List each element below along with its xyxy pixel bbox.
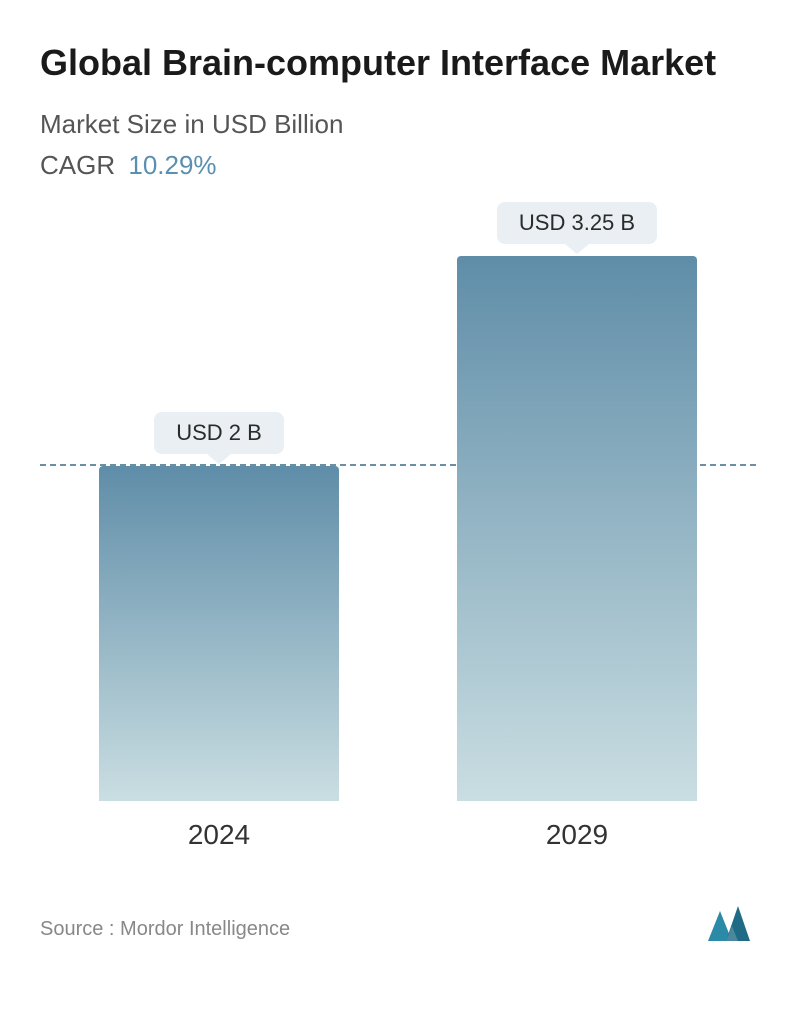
brand-logo-icon [708,901,756,941]
value-tag: USD 2 B [154,412,284,454]
bar-chart: USD 2 B USD 3.25 B 2024 2029 [40,231,756,851]
cagr-value: 10.29% [128,150,216,180]
cagr-line: CAGR 10.29% [40,150,756,181]
source-attribution: Source : Mordor Intelligence [40,918,290,941]
cagr-label: CAGR [40,150,115,180]
chart-subtitle: Market Size in USD Billion [40,109,756,140]
x-axis-label: 2024 [84,819,354,851]
bar [99,466,339,801]
bar-wrap: USD 2 B [84,466,354,801]
bar-wrap: USD 3.25 B [442,256,712,801]
x-axis-label: 2029 [442,819,712,851]
chart-title: Global Brain-computer Interface Market [40,40,756,85]
bar [457,256,697,801]
chart-footer: Source : Mordor Intelligence [40,891,756,941]
value-tag: USD 3.25 B [497,202,657,244]
